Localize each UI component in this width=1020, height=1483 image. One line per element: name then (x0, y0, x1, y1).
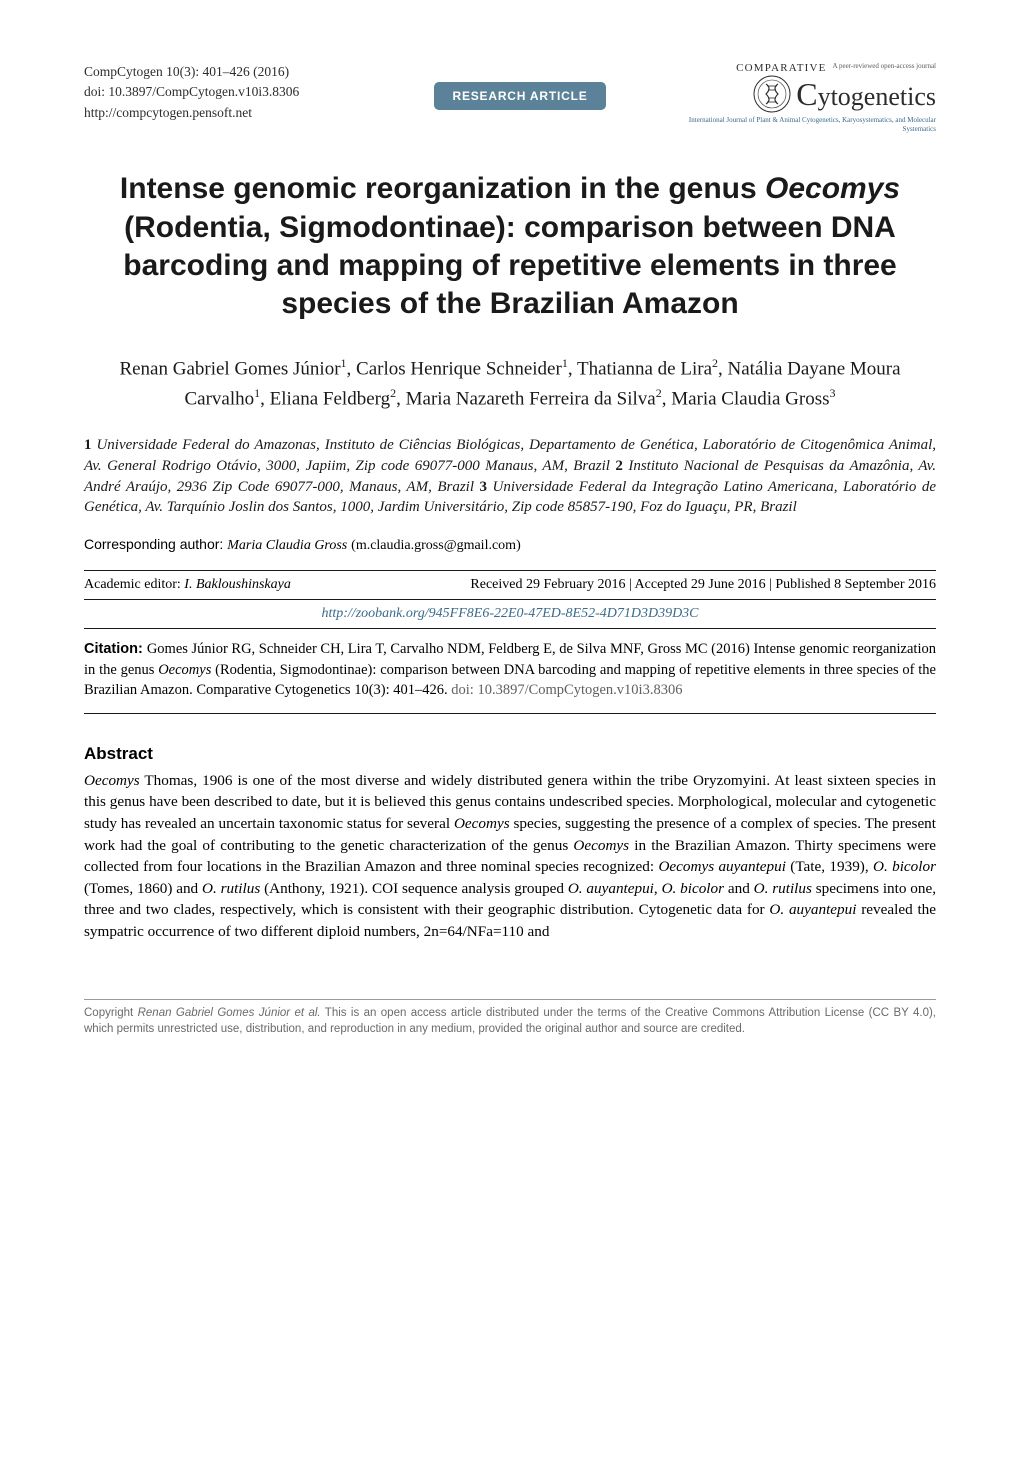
corresponding-label: Corresponding author: (84, 536, 227, 552)
divider (84, 713, 936, 714)
research-article-badge: RESEARCH ARTICLE (434, 82, 605, 110)
divider (84, 570, 936, 571)
meta-block: CompCytogen 10(3): 401–426 (2016) doi: 1… (84, 62, 364, 123)
meta-citation: CompCytogen 10(3): 401–426 (2016) (84, 62, 364, 82)
citation-doi: doi: 10.3897/CompCytogen.v10i3.8306 (451, 682, 682, 698)
academic-editor-label: Academic editor: (84, 577, 184, 592)
abstract-body: Oecomys Thomas, 1906 is one of the most … (84, 770, 936, 943)
journal-name: Cytogenetics (796, 78, 936, 110)
journal-name-cap: C (796, 76, 817, 112)
page-footer: Copyright Renan Gabriel Gomes Júnior et … (84, 999, 936, 1037)
abstract-heading: Abstract (84, 744, 936, 764)
corresponding-name: Maria Claudia Gross (227, 538, 347, 553)
published-date: Published 8 September 2016 (775, 577, 936, 592)
comparative-label: COMPARATIVE (736, 62, 826, 74)
meta-site-link[interactable]: http://compcytogen.pensoft.net (84, 105, 252, 120)
footer-divider (84, 999, 936, 1000)
peer-reviewed-label: A peer-reviewed open-access journal (833, 62, 936, 70)
divider (84, 628, 936, 629)
received-date: Received 29 February 2016 (470, 577, 625, 592)
editorial-row: Academic editor: I. Bakloushinskaya Rece… (84, 577, 936, 593)
copyright-text: Copyright Renan Gabriel Gomes Júnior et … (84, 1005, 936, 1037)
affiliations: 1 Universidade Federal do Amazonas, Inst… (84, 435, 936, 518)
zoobank-link[interactable]: http://zoobank.org/945FF8E6-22E0-47ED-8E… (84, 606, 936, 622)
citation-label: Citation: (84, 641, 147, 657)
corresponding-author: Corresponding author: Maria Claudia Gros… (84, 536, 936, 554)
meta-doi: doi: 10.3897/CompCytogen.v10i3.8306 (84, 82, 364, 102)
accepted-date: Accepted 29 June 2016 (635, 577, 766, 592)
dna-helix-icon (752, 74, 792, 114)
academic-editor-name: I. Bakloushinskaya (184, 577, 291, 592)
citation-block: Citation: Gomes Júnior RG, Schneider CH,… (84, 639, 936, 701)
header-row: CompCytogen 10(3): 401–426 (2016) doi: 1… (84, 62, 936, 134)
divider (84, 599, 936, 600)
corresponding-email: (m.claudia.gross@gmail.com) (351, 538, 521, 553)
journal-subtitle: International Journal of Plant & Animal … (676, 116, 936, 134)
journal-logo: COMPARATIVE A peer-reviewed open-access … (676, 62, 936, 134)
journal-name-rest: ytogenetics (818, 82, 936, 111)
article-title: Intense genomic reorganization in the ge… (84, 170, 936, 324)
authors-list: Renan Gabriel Gomes Júnior1, Carlos Henr… (84, 354, 936, 414)
